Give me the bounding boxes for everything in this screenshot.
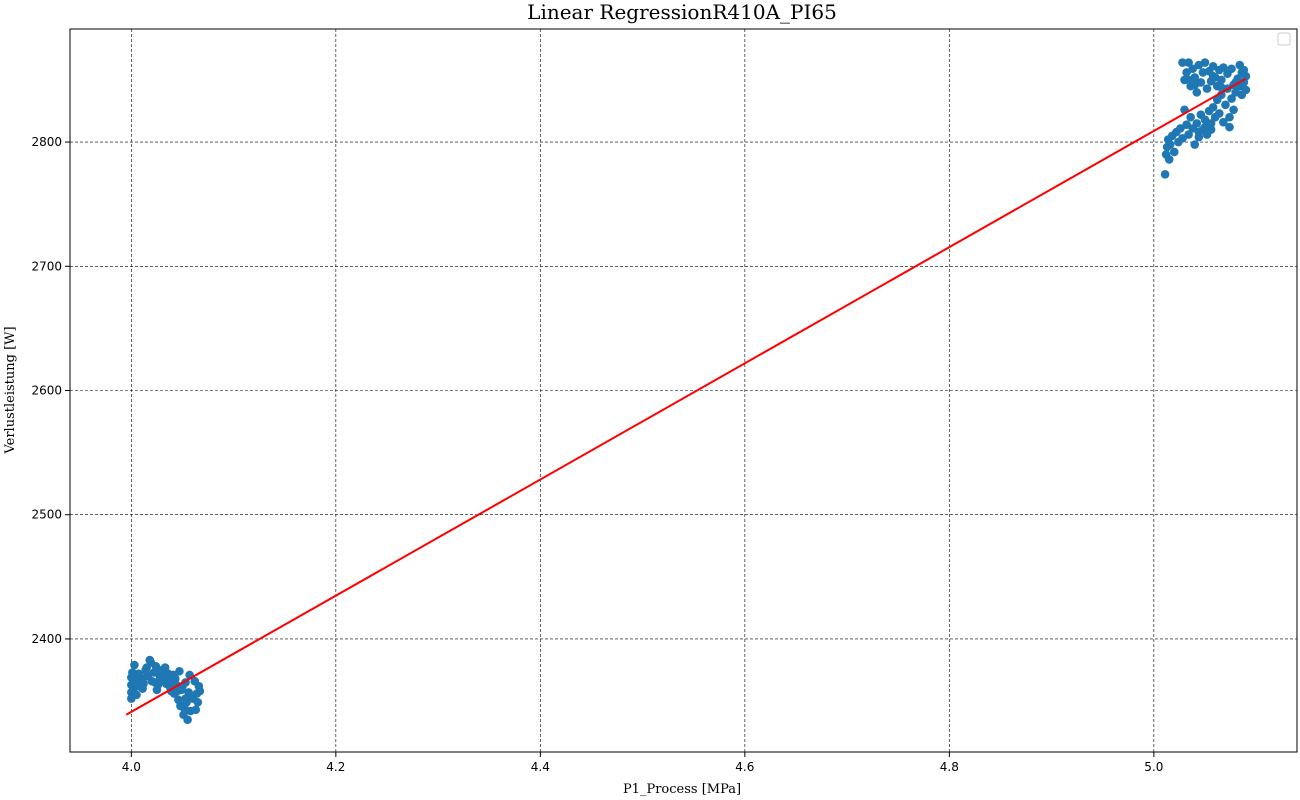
data-point — [142, 663, 151, 672]
data-point — [138, 684, 147, 693]
data-point — [1219, 63, 1228, 72]
regression-line — [125, 77, 1247, 716]
data-point — [1194, 132, 1204, 142]
data-point — [1217, 83, 1226, 92]
data-point — [195, 686, 205, 696]
y-tick-label: 2700 — [31, 259, 62, 273]
data-point — [150, 678, 160, 687]
data-point — [183, 715, 192, 725]
data-point — [134, 669, 143, 679]
data-point — [1208, 71, 1218, 81]
data-point — [1221, 100, 1230, 110]
data-point — [1178, 58, 1187, 67]
data-point — [1165, 140, 1175, 149]
data-point — [191, 705, 201, 715]
x-tick-label: 4.0 — [122, 760, 141, 774]
data-point — [1200, 58, 1210, 67]
data-point — [1186, 112, 1195, 122]
data-point — [1225, 122, 1234, 132]
data-point — [130, 660, 139, 670]
x-axis-label: P1_Process [MPa] — [623, 782, 741, 797]
data-point — [1170, 147, 1179, 157]
data-point — [1184, 75, 1193, 85]
data-point — [173, 686, 182, 696]
data-point — [1184, 130, 1193, 139]
data-point — [1208, 102, 1218, 112]
x-tick-label: 4.2 — [326, 760, 345, 774]
data-point — [1192, 88, 1202, 97]
data-point — [1190, 140, 1200, 149]
x-tick-label: 4.8 — [940, 760, 959, 774]
y-tick-label: 2500 — [31, 508, 62, 522]
data-point — [1217, 90, 1226, 100]
data-point — [1192, 119, 1202, 128]
data-point — [1206, 125, 1216, 134]
data-point — [152, 685, 162, 695]
data-point — [1229, 105, 1238, 115]
y-axis-label: Verlustleistung [W] — [3, 326, 18, 454]
legend-box — [1277, 32, 1291, 46]
data-point — [1164, 155, 1174, 164]
x-tick-label: 5.0 — [1144, 760, 1163, 774]
data-point — [1227, 64, 1236, 74]
data-point — [1231, 78, 1240, 87]
data-point — [1217, 75, 1226, 85]
data-point — [1202, 84, 1212, 93]
data-point — [1227, 94, 1236, 103]
data-point — [1237, 90, 1247, 100]
data-point — [1160, 170, 1170, 179]
y-tick-label: 2600 — [31, 384, 62, 398]
data-point — [160, 663, 170, 672]
y-tick-label: 2400 — [31, 632, 62, 646]
data-point — [1225, 112, 1234, 122]
data-point — [1190, 80, 1200, 90]
data-point — [1214, 109, 1224, 118]
data-point — [181, 694, 190, 703]
data-point — [193, 698, 203, 707]
chart-title: Linear RegressionR410A_PI65 — [527, 0, 837, 24]
plot-area — [70, 29, 1297, 752]
y-tick-label: 2800 — [31, 135, 62, 149]
data-point — [1184, 58, 1193, 67]
data-point — [1219, 117, 1228, 127]
data-point — [1239, 65, 1249, 75]
data-point — [132, 690, 141, 700]
x-tick-label: 4.6 — [735, 760, 754, 774]
x-tick-label: 4.4 — [531, 760, 550, 774]
